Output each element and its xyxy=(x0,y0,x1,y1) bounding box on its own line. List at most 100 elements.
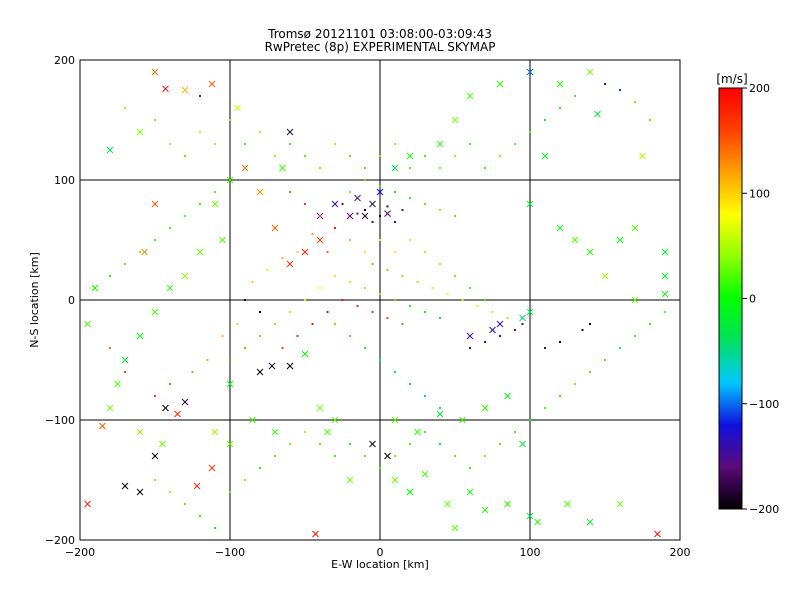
data-point-dot xyxy=(289,443,291,445)
data-point-x xyxy=(459,416,466,424)
data-point-x xyxy=(226,176,234,184)
data-point-dot xyxy=(476,305,479,307)
data-point-x xyxy=(564,500,571,508)
data-point-x xyxy=(526,200,534,208)
data-point-dot xyxy=(251,281,254,283)
data-point-dot xyxy=(484,167,486,169)
data-point-dot xyxy=(244,143,246,145)
data-point-x xyxy=(312,530,319,538)
data-point-dot xyxy=(544,407,546,409)
data-point-x xyxy=(271,428,279,436)
data-point-dot xyxy=(379,359,381,361)
data-point-dot xyxy=(379,239,381,241)
data-point-x xyxy=(361,212,369,220)
data-point-dot xyxy=(461,299,464,301)
data-point-dot xyxy=(439,263,441,265)
data-point-x xyxy=(136,488,144,496)
data-point-dot xyxy=(454,275,456,277)
data-point-dot xyxy=(304,299,306,301)
data-point-dot xyxy=(341,203,344,205)
data-point-x xyxy=(316,404,324,412)
data-point-dot xyxy=(229,359,231,361)
data-point-dot xyxy=(401,275,404,277)
data-point-dot xyxy=(379,467,381,469)
data-point-dot xyxy=(424,155,426,157)
data-point-dot xyxy=(169,491,171,493)
data-point-x xyxy=(421,470,429,478)
colorbar-label: [m/s] xyxy=(716,72,747,86)
data-point-x xyxy=(136,128,144,136)
data-point-x xyxy=(466,92,474,100)
x-tick-label: 200 xyxy=(670,546,691,559)
data-point-dot xyxy=(259,311,261,313)
data-point-dot xyxy=(506,317,509,319)
data-point-dot xyxy=(604,83,606,85)
data-point-x xyxy=(526,512,534,520)
data-point-dot xyxy=(469,467,471,469)
data-point-dot xyxy=(319,215,321,217)
data-point-dot xyxy=(199,131,201,133)
data-point-x xyxy=(406,488,414,496)
data-point-dot xyxy=(259,467,261,469)
data-point-x xyxy=(384,452,391,460)
data-point-x xyxy=(151,308,159,316)
data-point-x xyxy=(114,380,121,388)
data-point-dot xyxy=(259,131,261,133)
data-point-dot xyxy=(469,143,471,145)
chart-title: Tromsø 20121101 03:08:00-03:09:43 xyxy=(268,27,492,41)
data-point-dot xyxy=(394,143,396,145)
data-point-dot xyxy=(341,299,344,301)
data-point-x xyxy=(631,296,639,304)
data-point-x xyxy=(541,152,549,160)
data-point-x xyxy=(219,236,226,244)
data-point-x xyxy=(504,392,511,400)
data-point-dot xyxy=(649,119,651,121)
data-point-dot xyxy=(319,443,321,445)
data-point-dot xyxy=(379,185,381,187)
data-point-dot xyxy=(424,395,426,397)
data-point-dot xyxy=(199,203,201,205)
data-point-x xyxy=(181,272,189,280)
data-point-dot xyxy=(154,479,156,481)
data-point-dot xyxy=(529,131,531,133)
data-point-x xyxy=(249,416,256,424)
data-point-dot xyxy=(349,239,351,241)
data-point-dot xyxy=(184,155,186,157)
data-point-dot xyxy=(319,167,321,169)
data-point-dot xyxy=(379,155,381,157)
data-point-dot xyxy=(334,455,336,457)
data-point-x xyxy=(286,260,294,268)
data-point-dot xyxy=(364,455,366,457)
data-point-dot xyxy=(424,203,426,205)
data-point-dot xyxy=(206,359,209,361)
data-point-dot xyxy=(439,209,441,211)
data-point-dot xyxy=(296,335,299,337)
colorbar-ticks: −200 −100 0 100 200 xyxy=(742,82,779,516)
x-tick-label: −200 xyxy=(65,546,95,559)
data-point-dot xyxy=(439,443,441,445)
x-tick-label: 100 xyxy=(520,546,541,559)
data-point-dot xyxy=(266,269,269,271)
colorbar-tick-label: 0 xyxy=(749,293,756,306)
data-point-dot xyxy=(559,107,561,109)
data-point-x xyxy=(594,110,601,118)
data-point-x xyxy=(661,248,669,256)
data-point-x xyxy=(271,224,279,232)
data-point-x xyxy=(436,140,444,148)
data-point-dot xyxy=(349,443,351,445)
data-point-dot xyxy=(529,419,531,421)
data-point-x xyxy=(331,416,339,424)
data-point-x xyxy=(391,164,399,172)
data-point-x xyxy=(466,488,474,496)
data-point-dot xyxy=(379,293,381,295)
colorbar-tick-label: −200 xyxy=(749,503,779,516)
data-point-x xyxy=(496,80,504,88)
data-point-x xyxy=(279,164,286,172)
data-point-dot xyxy=(244,479,246,481)
data-point-dot xyxy=(311,233,314,235)
data-point-dot xyxy=(154,239,156,241)
data-point-dot xyxy=(589,323,591,325)
data-point-dot xyxy=(499,443,501,445)
data-point-x xyxy=(162,85,169,93)
